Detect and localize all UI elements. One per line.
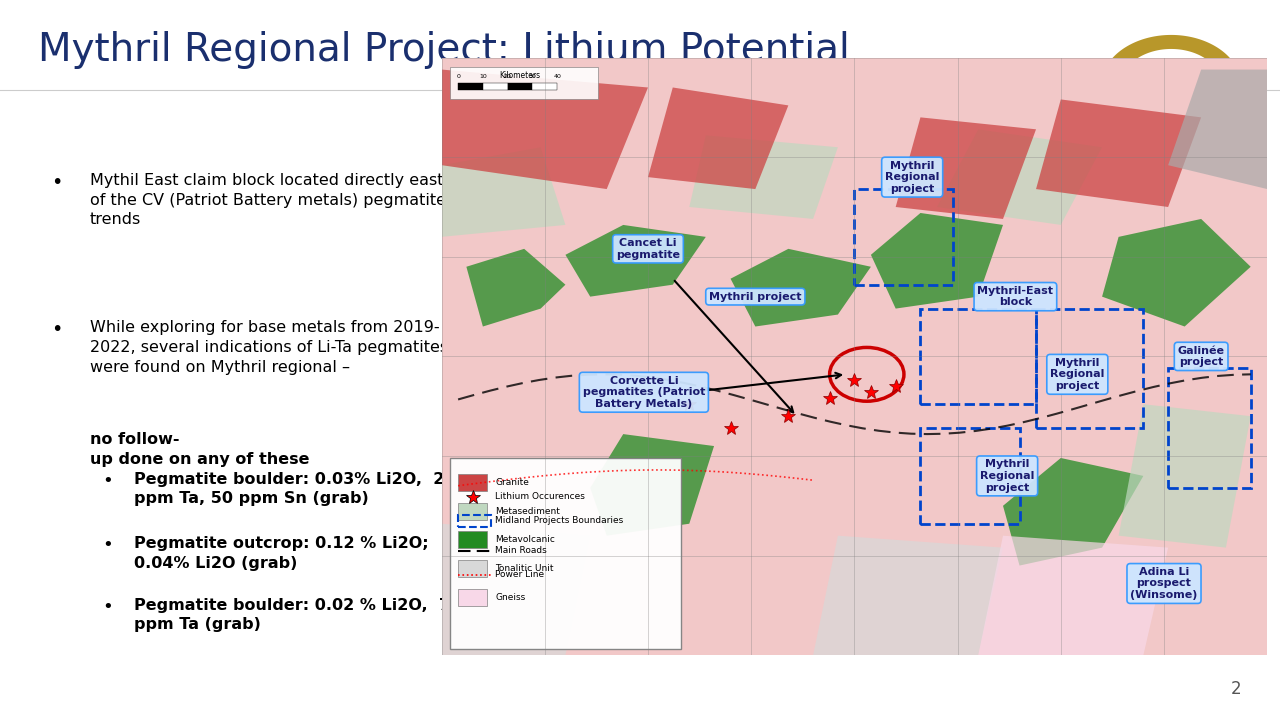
Text: Gneiss: Gneiss — [495, 593, 526, 602]
Bar — [449, 458, 681, 649]
Bar — [449, 66, 599, 99]
Text: Metasediment: Metasediment — [495, 507, 561, 516]
Text: no follow-
up done on any of these: no follow- up done on any of these — [90, 432, 308, 467]
Text: While exploring for base metals from 2019-
2022, several indications of Li-Ta pe: While exploring for base metals from 201… — [90, 320, 448, 375]
Bar — [458, 474, 486, 491]
Polygon shape — [442, 523, 590, 655]
Polygon shape — [442, 70, 648, 189]
Polygon shape — [1169, 70, 1267, 189]
Text: Cancet Li
pegmatite: Cancet Li pegmatite — [616, 238, 680, 260]
Bar — [458, 515, 492, 527]
Text: Mythril Regional Project: Lithium Potential: Mythril Regional Project: Lithium Potent… — [38, 32, 850, 69]
Text: Power Line: Power Line — [495, 570, 544, 579]
Text: Main Roads: Main Roads — [495, 546, 547, 555]
Bar — [483, 84, 508, 91]
Polygon shape — [978, 536, 1169, 655]
Polygon shape — [1036, 99, 1201, 207]
Text: 2: 2 — [1231, 680, 1242, 698]
Polygon shape — [937, 130, 1102, 225]
Polygon shape — [689, 135, 838, 219]
Polygon shape — [442, 148, 566, 237]
Text: •: • — [51, 173, 63, 192]
Polygon shape — [1102, 219, 1251, 326]
Bar — [508, 84, 532, 91]
Text: Midland Projects Boundaries: Midland Projects Boundaries — [495, 516, 623, 526]
Polygon shape — [731, 249, 870, 326]
Polygon shape — [870, 213, 1004, 309]
FancyBboxPatch shape — [1101, 108, 1248, 126]
Text: MIDLAND: MIDLAND — [1134, 86, 1221, 101]
Polygon shape — [1119, 404, 1251, 548]
Bar — [458, 560, 486, 577]
Polygon shape — [590, 434, 714, 536]
Text: 20: 20 — [504, 74, 512, 79]
Bar — [532, 84, 557, 91]
Text: Pegmatite outcrop: 0.12 % Li2O;
0.04% Li2O (grab): Pegmatite outcrop: 0.12 % Li2O; 0.04% Li… — [134, 536, 429, 571]
Text: •: • — [51, 320, 63, 339]
Text: EXPLORATION: EXPLORATION — [1134, 112, 1216, 122]
Bar — [458, 84, 483, 91]
Text: Mythril project: Mythril project — [709, 292, 801, 302]
Text: •: • — [102, 536, 113, 554]
Text: Tonalitic Unit: Tonalitic Unit — [495, 564, 554, 573]
Text: 30: 30 — [529, 74, 536, 79]
Text: Mythril
Regional
project: Mythril Regional project — [1050, 358, 1105, 391]
Text: 10: 10 — [479, 74, 486, 79]
Bar — [458, 531, 486, 548]
Text: Mythil East claim block located directly east
of the CV (Patriot Battery metals): Mythil East claim block located directly… — [90, 173, 445, 228]
Polygon shape — [1004, 458, 1143, 566]
Text: Mythril
Regional
project: Mythril Regional project — [884, 161, 940, 194]
Polygon shape — [648, 87, 788, 189]
Text: •: • — [102, 598, 113, 616]
Text: Galinée
project: Galinée project — [1178, 346, 1225, 367]
Text: Kilometers: Kilometers — [499, 71, 540, 80]
Text: Mythril
Regional
project: Mythril Regional project — [980, 459, 1034, 492]
Polygon shape — [466, 249, 566, 326]
Polygon shape — [1101, 35, 1240, 83]
Text: Adina Li
prospect
(Winsome): Adina Li prospect (Winsome) — [1130, 567, 1198, 600]
Polygon shape — [566, 225, 705, 297]
Text: Granite: Granite — [495, 478, 529, 487]
Text: Pegmatite boulder: 0.02 % Li2O,  72
ppm Ta (grab): Pegmatite boulder: 0.02 % Li2O, 72 ppm T… — [134, 598, 462, 632]
Bar — [458, 503, 486, 520]
Polygon shape — [896, 117, 1036, 219]
Text: Corvette Li
pegmatites (Patriot
Battery Metals): Corvette Li pegmatites (Patriot Battery … — [582, 376, 705, 409]
Text: Metavolcanic: Metavolcanic — [495, 536, 556, 544]
Bar — [458, 589, 486, 606]
Text: Pegmatite boulder: 0.03% Li2O,  23
ppm Ta, 50 ppm Sn (grab): Pegmatite boulder: 0.03% Li2O, 23 ppm Ta… — [134, 472, 456, 506]
Text: 0: 0 — [456, 74, 460, 79]
Text: Mythril-East
block: Mythril-East block — [978, 286, 1053, 307]
Text: 40: 40 — [553, 74, 561, 79]
Text: Lithium Occurences: Lithium Occurences — [495, 492, 585, 501]
Polygon shape — [813, 536, 1004, 655]
Text: •: • — [102, 472, 113, 490]
